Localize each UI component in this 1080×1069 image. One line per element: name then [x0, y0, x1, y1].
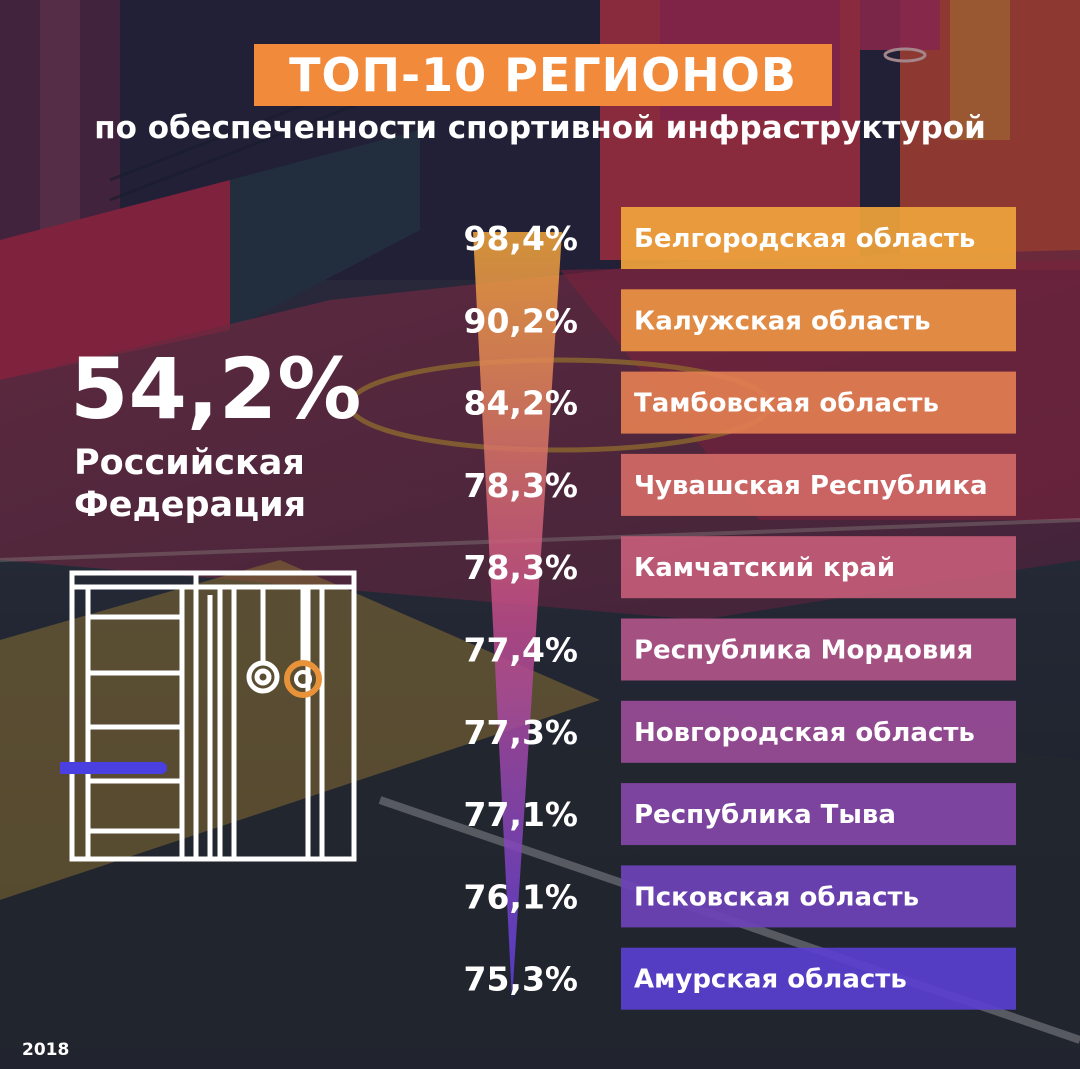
ring-accent [284, 660, 322, 698]
value-label: 76,1% [464, 877, 579, 916]
region-bar [621, 618, 1016, 681]
value-label: 98,4% [464, 219, 579, 258]
region-label: Тамбовская область [634, 389, 939, 419]
region-bar [621, 207, 1016, 269]
value-label: 77,4% [464, 631, 579, 670]
region-label: Республика Мордовия [634, 636, 973, 666]
russia-label-line1: Российская [74, 443, 305, 483]
region-label: Белгородская область [634, 224, 975, 254]
year-label: 2018 [22, 1040, 70, 1060]
value-label: 78,3% [464, 548, 579, 587]
chart-subtitle: по обеспеченности спортивной инфраструкт… [94, 110, 986, 146]
region-label: Калужская область [634, 306, 931, 336]
region-label: Республика Тыва [634, 800, 896, 830]
value-label: 75,3% [464, 960, 579, 999]
russia-label-line2: Федерация [74, 485, 307, 525]
wall-bars-with-rings-icon [60, 570, 357, 862]
russia-value: 54,2% [70, 340, 362, 438]
region-bar [621, 947, 1016, 1010]
region-label: Псковская область [634, 882, 919, 912]
region-label: Камчатский край [634, 553, 895, 583]
region-bar [621, 536, 1016, 599]
chart-title: ТОП-10 РЕГИОНОВ [289, 48, 797, 102]
bar-accent [60, 762, 167, 774]
region-bar [621, 783, 1016, 846]
russia-label: Российская Федерация [74, 442, 354, 526]
region-label: Чувашская Республика [634, 471, 988, 501]
title-banner: ТОП-10 РЕГИОНОВ [254, 44, 832, 106]
region-label: Амурская область [634, 965, 907, 995]
region-bar [621, 453, 1016, 516]
value-label: 78,3% [464, 466, 579, 505]
value-label: 77,1% [464, 795, 579, 834]
region-bar [621, 700, 1016, 763]
region-bar [621, 865, 1016, 928]
funnel-wedge [473, 232, 562, 1000]
region-label: Новгородская область [634, 718, 975, 748]
value-label: 77,3% [464, 713, 579, 752]
region-bar [621, 289, 1016, 352]
region-bar [621, 371, 1016, 434]
value-label: 84,2% [464, 384, 579, 423]
value-label: 90,2% [464, 301, 579, 340]
